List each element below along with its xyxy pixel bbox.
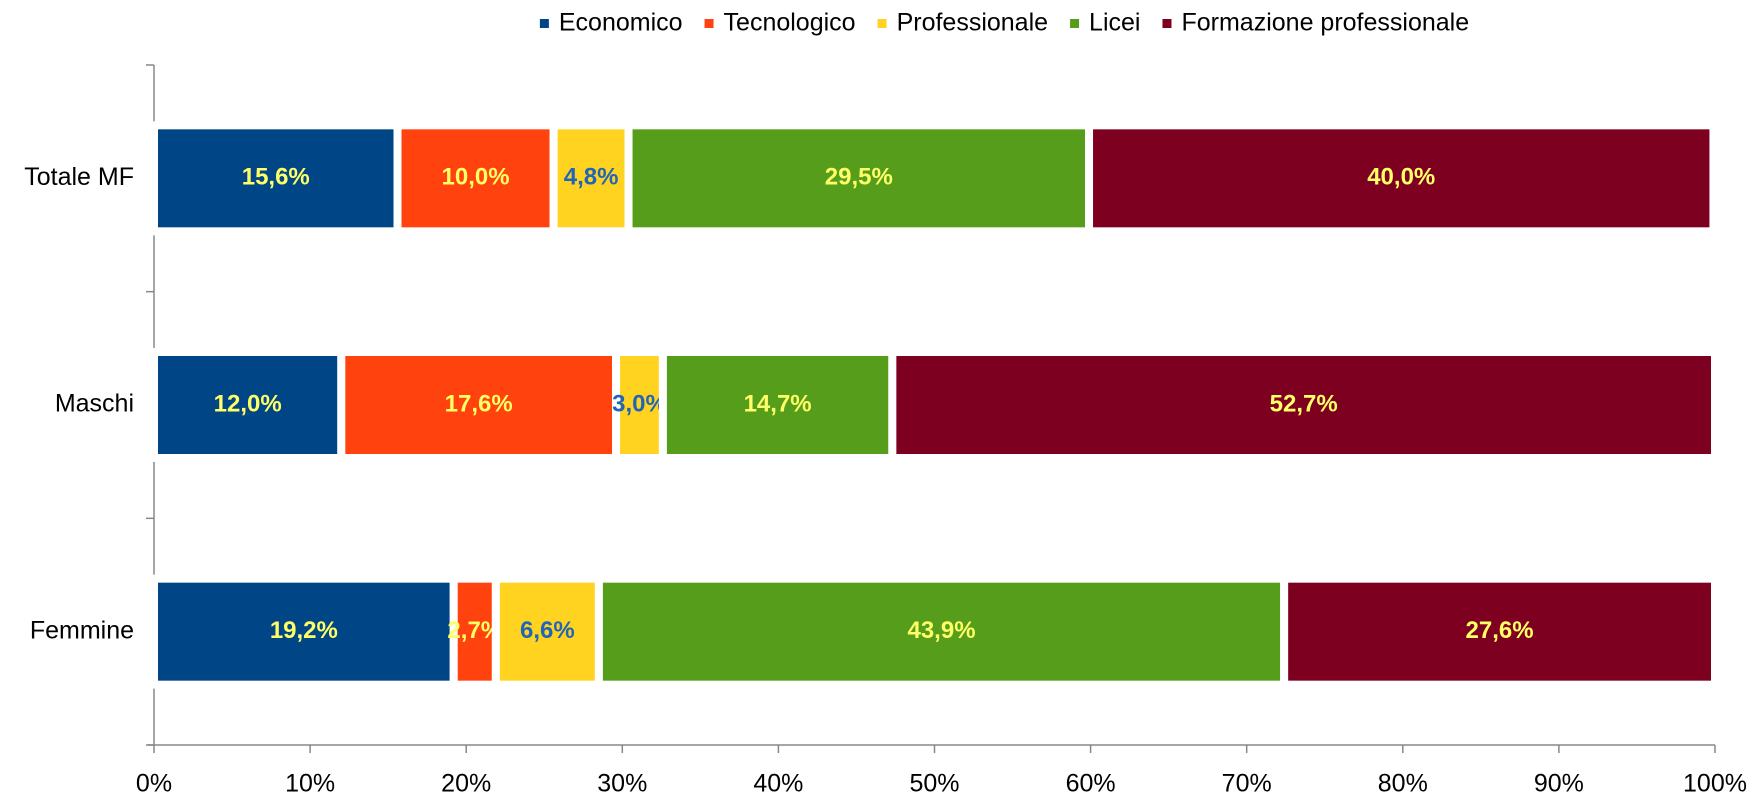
data-label: 17,6%	[445, 390, 513, 417]
x-tick-label: 0%	[136, 770, 172, 798]
bar-segment	[337, 348, 621, 462]
x-tick-label: 100%	[1683, 770, 1747, 798]
legend-label: Tecnologico	[724, 9, 856, 37]
bar-segment	[1280, 574, 1719, 689]
legend-label: Licei	[1089, 9, 1140, 37]
legend-swatch	[877, 19, 887, 28]
data-label: 3,0%	[612, 390, 667, 417]
data-label: 6,6%	[520, 617, 575, 644]
y-tick-label: Femmine	[30, 616, 134, 644]
legend-swatch	[704, 19, 714, 28]
legend-label: Formazione professionale	[1181, 9, 1469, 37]
data-label: 40,0%	[1367, 164, 1435, 191]
bar-segment	[549, 121, 633, 236]
data-label: 52,7%	[1270, 390, 1338, 417]
data-label: 43,9%	[907, 617, 975, 644]
y-tick-label: Maschi	[55, 390, 134, 418]
legend-label: Economico	[559, 9, 683, 37]
x-tick-label: 40%	[753, 770, 803, 798]
bar-segment	[491, 574, 603, 689]
data-label: 4,8%	[564, 164, 619, 191]
data-label: 15,6%	[242, 164, 310, 191]
data-label: 29,5%	[825, 164, 893, 191]
bar-segment	[658, 348, 897, 462]
y-tick-label: Totale MF	[24, 163, 134, 191]
bar-segment	[888, 348, 1719, 462]
x-tick-label: 60%	[1066, 770, 1116, 798]
x-tick-label: 70%	[1222, 770, 1272, 798]
bar-segment	[150, 121, 402, 236]
data-label: 10,0%	[442, 164, 510, 191]
bar-segment	[1085, 121, 1718, 236]
data-label: 14,7%	[744, 390, 812, 417]
x-tick-label: 30%	[597, 770, 647, 798]
legend-swatch	[1162, 19, 1172, 28]
data-label: 27,6%	[1466, 617, 1534, 644]
data-label: 12,0%	[214, 390, 282, 417]
x-tick-label: 20%	[441, 770, 491, 798]
legend-label: Professionale	[897, 9, 1048, 37]
bar-segment	[594, 574, 1289, 689]
data-label: 19,2%	[270, 617, 338, 644]
x-tick-label: 80%	[1378, 770, 1428, 798]
x-tick-label: 10%	[285, 770, 335, 798]
legend-swatch	[539, 19, 549, 28]
x-tick-label: 90%	[1534, 770, 1584, 798]
x-tick-label: 50%	[909, 770, 959, 798]
legend-swatch	[1070, 19, 1080, 28]
legend: Economico Tecnologico Professionale Licei Fo…	[539, 9, 1469, 37]
bar-segment	[612, 348, 667, 462]
